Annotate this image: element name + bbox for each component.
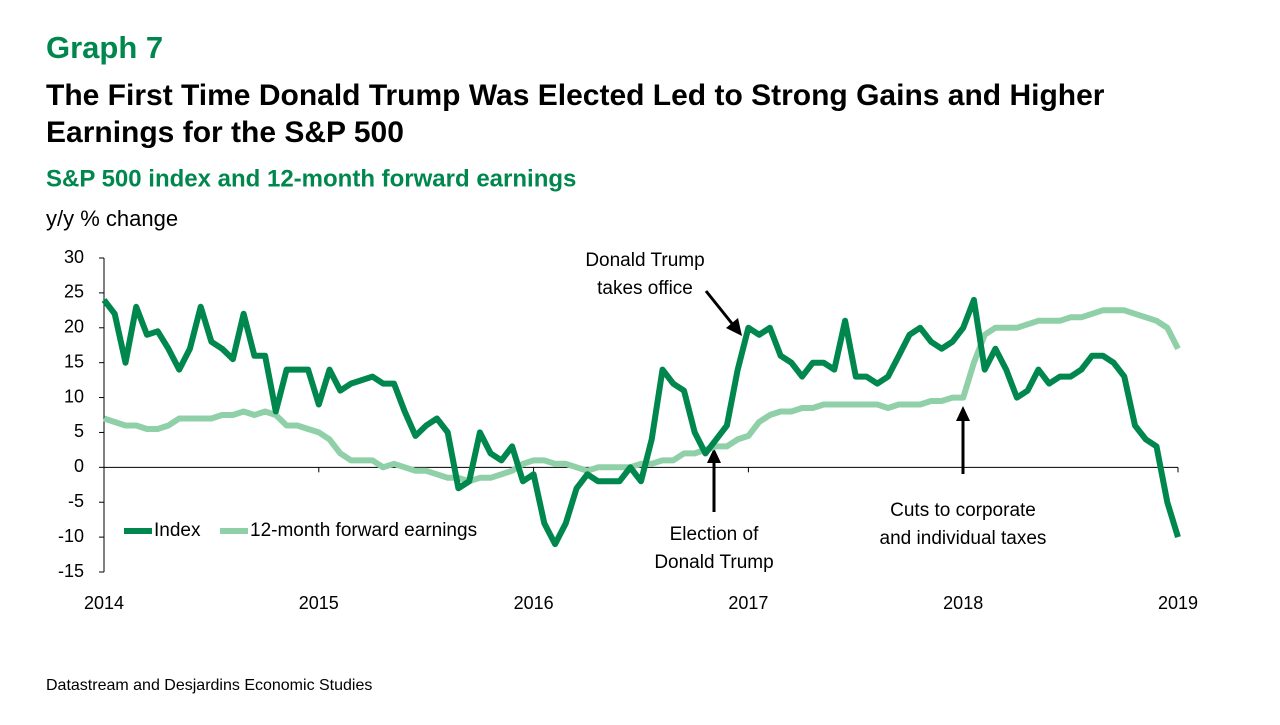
arrow-head (707, 448, 721, 463)
series-line (101, 296, 1181, 548)
annotation: Cuts to corporate (890, 500, 1036, 521)
chart-title: The First Time Donald Trump Was Elected … (46, 79, 1105, 112)
legend-label: 12-month forward earnings (250, 520, 477, 541)
x-tick-label: 2019 (1158, 593, 1198, 613)
x-tick-label: 2017 (728, 593, 768, 613)
y-tick-label: 20 (64, 317, 84, 337)
arrows (704, 290, 970, 512)
y-tick-label: -10 (58, 526, 84, 546)
legend-label: Index (154, 520, 201, 541)
y-tick-label: 5 (74, 421, 84, 441)
source: Datastream and Desjardins Economic Studi… (46, 677, 372, 694)
arrow-head (956, 406, 970, 421)
annotation: and individual taxes (880, 528, 1047, 549)
y-axis-label: y/y % change (46, 206, 178, 231)
chart-subtitle: S&P 500 index and 12-month forward earni… (46, 165, 576, 192)
annotation: Election of (670, 524, 759, 545)
chart-title: Earnings for the S&P 500 (46, 116, 404, 149)
y-tick-label: 15 (64, 351, 84, 371)
series-line (103, 307, 1181, 485)
arrow-head (726, 318, 742, 336)
x-tick-label: 2016 (514, 593, 554, 613)
graph-label: Graph 7 (46, 30, 163, 65)
y-tick-label: -15 (58, 561, 84, 581)
x-tick-label: 2015 (299, 593, 339, 613)
y-tick-label: 0 (74, 456, 84, 476)
x-tick-label: 2014 (84, 593, 124, 613)
y-tick-label: 10 (64, 386, 84, 406)
x-tick-label: 2018 (943, 593, 983, 613)
y-tick-label: 30 (64, 247, 84, 267)
annotation: takes office (597, 278, 693, 299)
y-tick-label: 25 (64, 282, 84, 302)
y-tick-label: -5 (68, 491, 84, 511)
annotation: Donald Trump (585, 250, 704, 271)
annotation: Donald Trump (654, 552, 773, 573)
arrow (704, 290, 736, 327)
